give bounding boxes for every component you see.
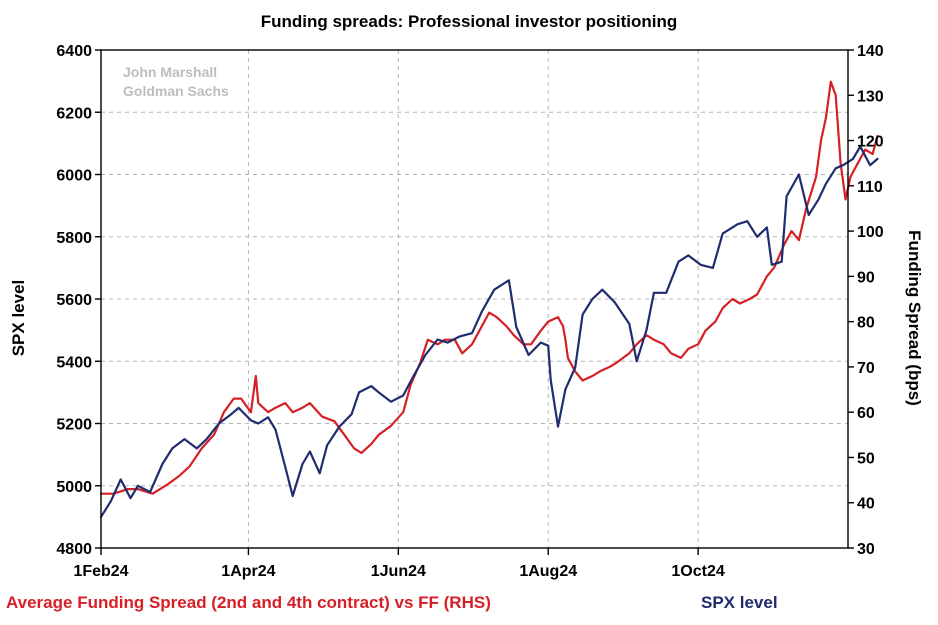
right-tick-label: 130 xyxy=(857,88,884,105)
right-tick-label: 80 xyxy=(857,315,875,332)
left-axis-ticks: 4800 5000 5200 5400 5600 5800 6000 6200 6400 xyxy=(56,43,101,558)
left-axis-title: SPX level xyxy=(9,280,28,357)
right-tick-label: 50 xyxy=(857,450,875,467)
x-tick-label: 1Feb24 xyxy=(73,563,128,580)
x-tick-label: 1Aug24 xyxy=(519,563,577,580)
x-tick-label: 1Apr24 xyxy=(221,563,275,580)
watermark: John Marshall Goldman Sachs xyxy=(123,64,229,99)
series-lines xyxy=(99,80,879,519)
left-tick-label: 6200 xyxy=(56,105,92,122)
right-tick-label: 70 xyxy=(857,360,875,377)
funding-spread-line xyxy=(99,80,879,495)
right-tick-label: 40 xyxy=(857,496,875,513)
spx-level-line xyxy=(99,145,879,519)
legend-funding-spread: Average Funding Spread (2nd and 4th cont… xyxy=(6,593,491,612)
right-axis-ticks: 30 40 50 60 70 80 90 100 110 120 130 140 xyxy=(848,43,884,558)
right-tick-label: 100 xyxy=(857,224,884,241)
left-tick-label: 5400 xyxy=(56,354,92,371)
left-tick-label: 5600 xyxy=(56,292,92,309)
left-tick-label: 6000 xyxy=(56,168,92,185)
right-axis-title: Funding Spread (bps) xyxy=(905,230,924,406)
watermark-line-1: John Marshall xyxy=(123,64,217,80)
right-tick-label: 90 xyxy=(857,269,875,286)
right-tick-label: 140 xyxy=(857,43,884,60)
right-tick-label: 120 xyxy=(857,134,884,151)
left-tick-label: 4800 xyxy=(56,541,92,558)
left-tick-label: 5200 xyxy=(56,417,92,434)
right-tick-label: 60 xyxy=(857,405,875,422)
watermark-line-2: Goldman Sachs xyxy=(123,83,229,99)
legend-spx-level: SPX level xyxy=(701,593,778,612)
x-axis-ticks: 1Feb24 1Apr24 1Jun24 1Aug24 1Oct24 xyxy=(73,548,725,580)
right-tick-label: 110 xyxy=(857,179,883,196)
x-tick-label: 1Oct24 xyxy=(671,563,724,580)
x-tick-label: 1Jun24 xyxy=(371,563,426,580)
left-tick-label: 5000 xyxy=(56,479,92,496)
left-tick-label: 6400 xyxy=(56,43,92,60)
grid-lines xyxy=(101,50,848,548)
right-tick-label: 30 xyxy=(857,541,875,558)
chart-title: Funding spreads: Professional investor p… xyxy=(261,12,678,31)
left-tick-label: 5800 xyxy=(56,230,92,247)
